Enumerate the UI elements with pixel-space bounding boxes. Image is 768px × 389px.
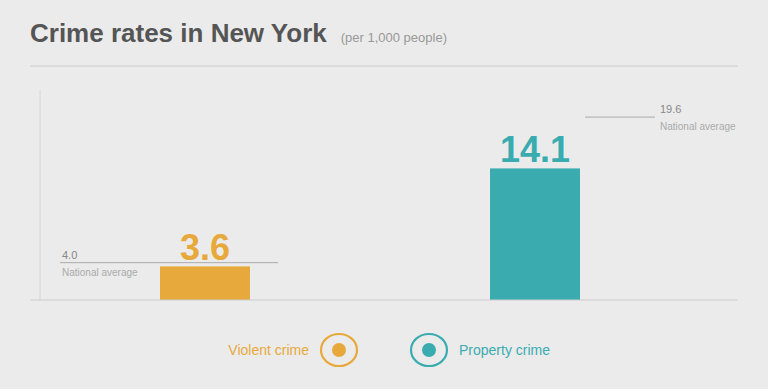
average-line <box>60 262 278 263</box>
legend-swatch <box>422 343 436 357</box>
title-separator <box>30 66 738 67</box>
chart: Crime rates in New York (per 1,000 people… <box>0 0 768 389</box>
bar <box>160 266 250 300</box>
legend-symbol <box>411 334 447 366</box>
average-line <box>585 117 655 118</box>
y-axis-line <box>40 90 41 300</box>
baseline <box>30 299 738 300</box>
legend-label: Property crime <box>459 342 550 358</box>
legend-swatch <box>332 343 346 357</box>
average-label: National average <box>62 267 138 278</box>
bars <box>160 168 580 300</box>
legend-symbol <box>321 334 357 366</box>
legend-label: Violent crime <box>228 342 309 358</box>
average-value: 19.6 <box>660 103 681 115</box>
background <box>0 0 768 389</box>
average-label: National average <box>660 121 736 132</box>
title: Crime rates in New York <box>30 18 327 48</box>
subtitle: (per 1,000 people) <box>341 30 447 45</box>
average-value: 4.0 <box>62 249 77 261</box>
bar <box>490 168 580 300</box>
data-label: 3.6 <box>180 227 230 268</box>
data-label: 14.1 <box>500 129 570 170</box>
